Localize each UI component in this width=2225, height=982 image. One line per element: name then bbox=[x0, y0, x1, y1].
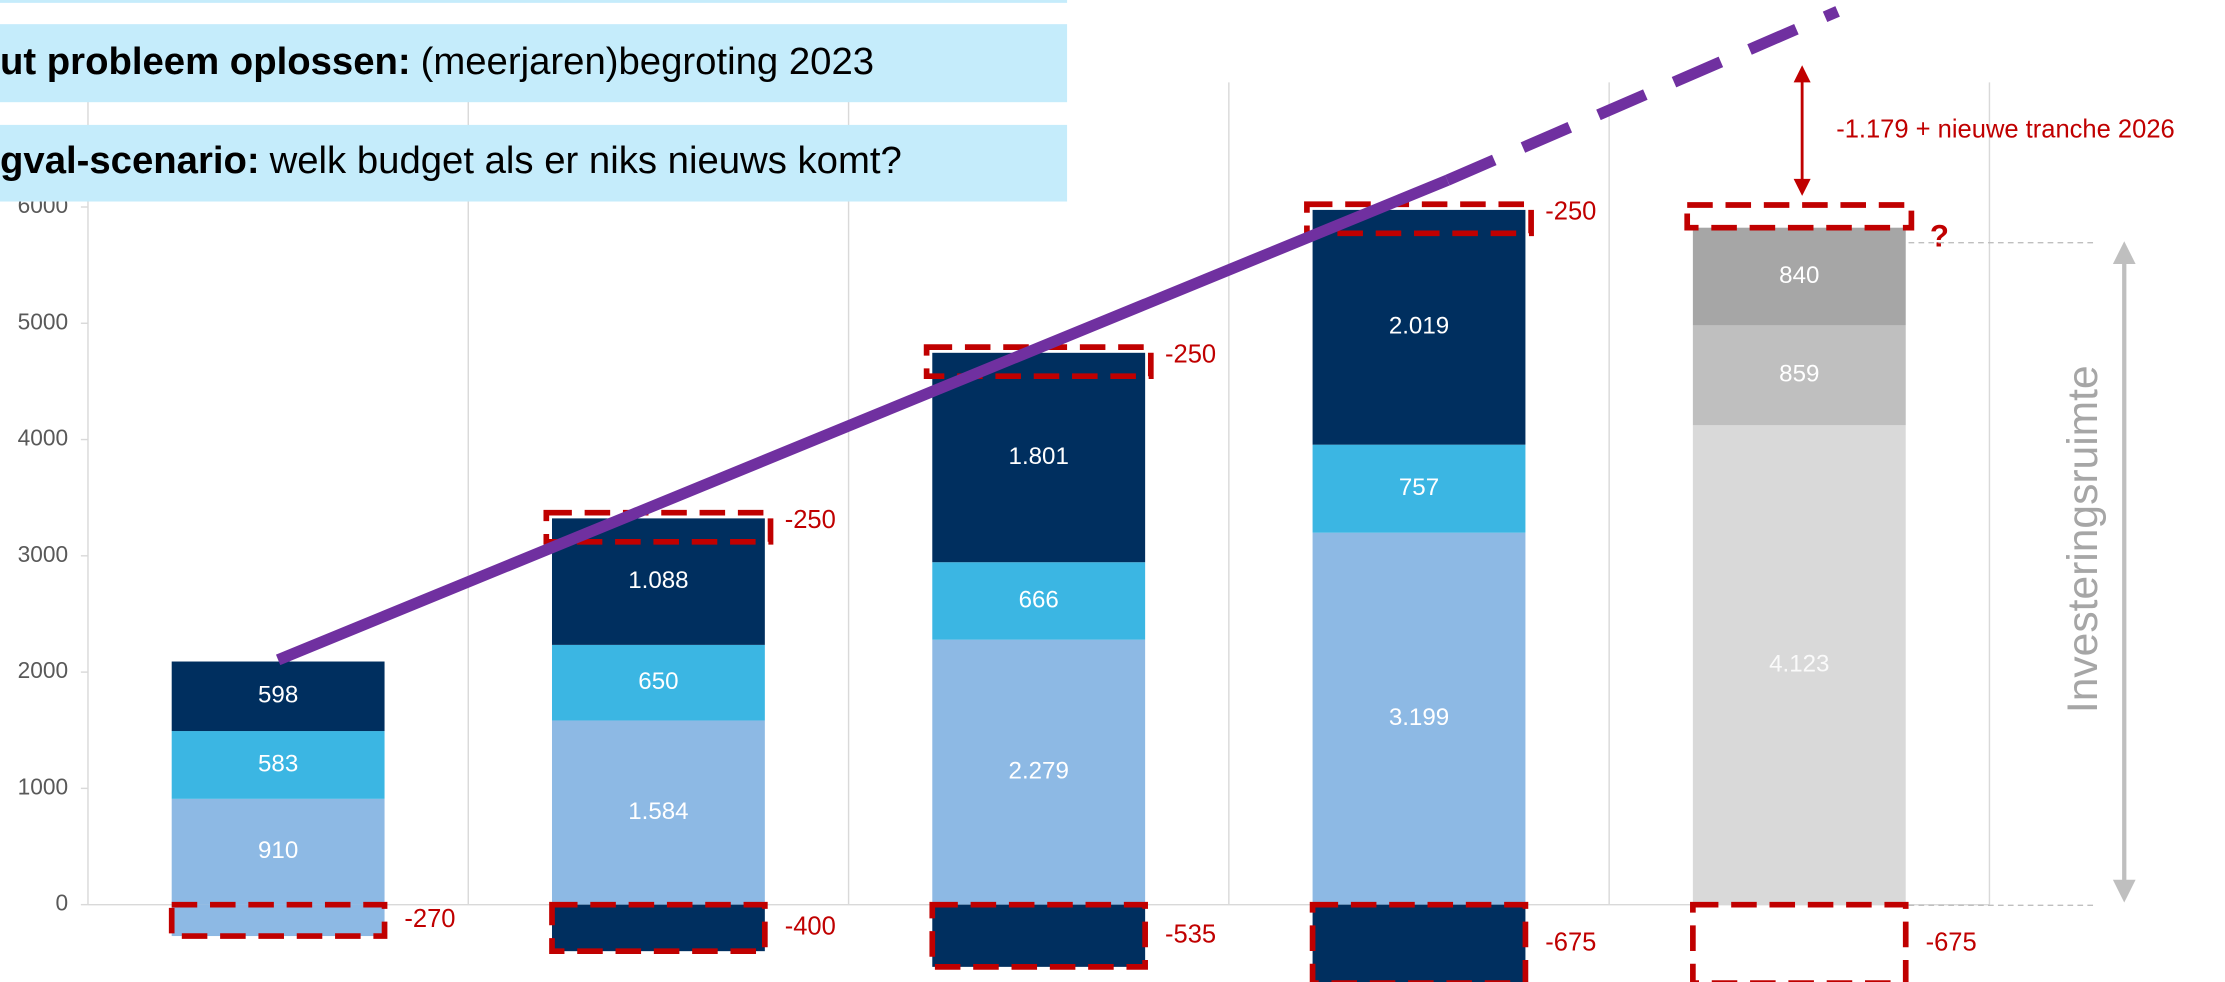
plot: 01000200030004000500060009101.5842.2793.… bbox=[18, 82, 1991, 982]
y-tick-label: 2000 bbox=[18, 657, 68, 683]
negative-label: -270 bbox=[404, 905, 455, 933]
reduction-label: -250 bbox=[1165, 340, 1216, 368]
negative-label: -400 bbox=[785, 913, 836, 941]
banner-bold: ut probleem oplossen: bbox=[0, 40, 411, 83]
value-label: 859 bbox=[1779, 361, 1819, 388]
bar-segment bbox=[932, 639, 1146, 905]
negative-segment bbox=[168, 901, 388, 939]
banner-rest: welk budget als er niks nieuws komt? bbox=[269, 139, 902, 182]
bar-segment bbox=[1692, 325, 1906, 426]
reduction-box bbox=[1304, 201, 1534, 237]
value-label: 757 bbox=[1399, 474, 1439, 501]
negative-label: -675 bbox=[1545, 929, 1596, 957]
reduction-box bbox=[923, 344, 1154, 380]
value-label: 1.801 bbox=[1009, 443, 1069, 470]
y-tick-label: 4000 bbox=[18, 425, 68, 451]
bar-segment bbox=[1692, 227, 1906, 326]
banner-rest: (meerjaren)begroting 2023 bbox=[421, 40, 874, 83]
banner-edge bbox=[0, 0, 1068, 3]
banner bbox=[0, 24, 1068, 103]
bar-segment bbox=[1312, 444, 1526, 533]
banner-text: gval-scenario: welk budget als er niks ni… bbox=[0, 139, 902, 182]
value-label: 2.279 bbox=[1009, 758, 1069, 785]
reduction-label: -250 bbox=[785, 506, 836, 534]
bar-segment bbox=[932, 352, 1146, 563]
y-tick-label: 3000 bbox=[18, 541, 68, 567]
banner-text: ut probleem oplossen: (meerjaren)begrotin… bbox=[0, 40, 874, 83]
reduction-label: -250 bbox=[1545, 197, 1596, 225]
annotation: -1.179 + nieuwe tranche 2026 bbox=[1836, 115, 2175, 143]
y-tick-label: 5000 bbox=[18, 308, 68, 334]
banner-bold: gval-scenario: bbox=[0, 139, 260, 182]
bar-segment bbox=[1312, 209, 1526, 445]
y-tick-label: 0 bbox=[55, 890, 68, 916]
bar-segment bbox=[1312, 532, 1526, 905]
negative-label: -675 bbox=[1926, 929, 1977, 957]
value-label: 4.123 bbox=[1769, 650, 1829, 677]
negative-label: -535 bbox=[1165, 921, 1216, 949]
negative-segment bbox=[549, 901, 768, 955]
bar-segment bbox=[1692, 425, 1906, 905]
bar-segment bbox=[171, 798, 385, 905]
value-label: 666 bbox=[1019, 586, 1059, 613]
negative-segment bbox=[1690, 901, 1909, 982]
bar-segment bbox=[171, 731, 385, 799]
negative-segment bbox=[929, 901, 1148, 970]
negative-segment bbox=[1309, 901, 1529, 982]
y-tick-label: 1000 bbox=[18, 773, 68, 799]
value-label: 3.199 bbox=[1389, 704, 1449, 731]
value-label: 1.584 bbox=[628, 798, 688, 825]
trend-line bbox=[275, 174, 1450, 666]
value-label: 840 bbox=[1779, 262, 1819, 289]
bar-segment bbox=[551, 720, 765, 905]
banner bbox=[0, 124, 1068, 202]
annotation: Investeringsruimte bbox=[2059, 365, 2107, 713]
open-box bbox=[1684, 202, 1915, 231]
value-label: 910 bbox=[258, 837, 298, 864]
value-label: 650 bbox=[638, 668, 678, 695]
value-label: 2.019 bbox=[1389, 313, 1449, 340]
value-label: 1.088 bbox=[628, 567, 688, 594]
reduction-box bbox=[543, 509, 774, 545]
value-label: 583 bbox=[258, 750, 298, 777]
bar-segment bbox=[551, 644, 765, 721]
value-label: 598 bbox=[258, 682, 298, 709]
trend-line-dashed bbox=[1445, 6, 1840, 186]
bar-segment bbox=[171, 661, 385, 732]
annotation: ? bbox=[1930, 219, 1949, 254]
bar-segment bbox=[932, 562, 1146, 640]
